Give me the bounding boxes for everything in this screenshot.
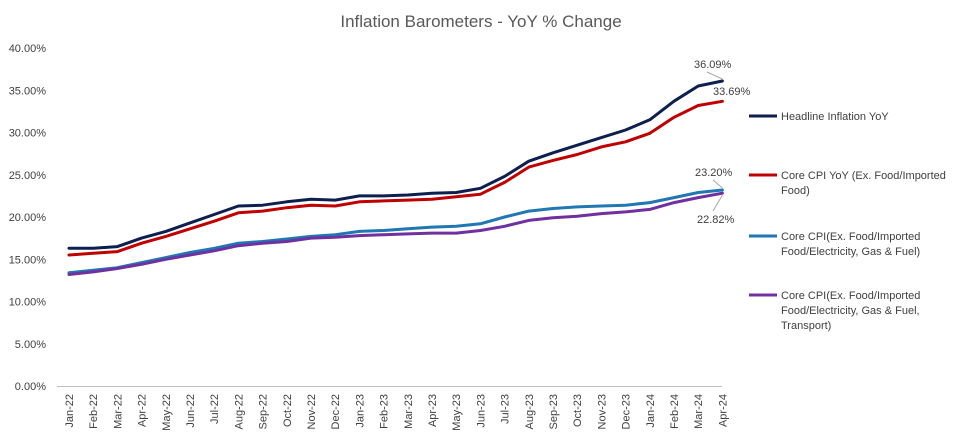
x-tick-label: Jan-22 [64,394,76,428]
y-tick-label: 10.00% [9,297,47,309]
legend-label: Core CPI(Ex. Food/Imported [781,290,920,302]
series-line-2 [67,99,724,257]
legend-label: Food/Electricity, Gas & Fuel) [781,246,920,258]
x-tick-label: Apr-24 [717,394,729,427]
x-tick-label: Mar-24 [693,394,705,429]
y-axis-ticks: 0.00% 5.00% 10.00% 15.00% 20.00% 25.00% 30.00%… [9,43,47,393]
data-labels: 36.09% 33.69% 23.20% 22.82% [694,59,751,226]
x-tick-label: Feb-23 [379,394,391,429]
x-tick-label: Jun-23 [475,394,487,428]
x-tick-label: Oct-22 [282,394,294,427]
series-lines [67,79,724,276]
y-tick-label: 25.00% [9,170,47,182]
legend-label: Core CPI(Ex. Food/Imported [781,231,920,243]
x-tick-label: Jul-23 [500,394,512,424]
series-line-3 [67,188,724,275]
data-label-leader [706,71,723,80]
x-tick-label: Sep-22 [258,394,270,429]
x-tick-label: Jan-24 [645,394,657,428]
data-label-leader [712,179,723,189]
chart-title: Inflation Barometers - YoY % Change [340,12,621,31]
x-tick-label: Nov-22 [306,394,318,429]
data-label-2: 33.69% [713,86,751,98]
x-tick-label: Jun-22 [185,394,197,428]
x-tick-label: Mar-23 [403,394,415,429]
x-tick-label: Dec-22 [330,394,342,429]
x-tick-label: May-22 [161,394,173,431]
y-tick-label: 40.00% [9,43,47,55]
x-tick-label: Oct-23 [572,394,584,427]
series-line-4 [67,191,724,276]
x-tick-label: Mar-22 [112,394,124,429]
data-label-4: 22.82% [697,214,735,226]
x-tick-label: Aug-22 [233,394,245,429]
x-tick-label: Feb-22 [88,394,100,429]
y-tick-label: 35.00% [9,85,47,97]
data-label-leader [712,194,723,212]
y-tick-label: 15.00% [9,254,47,266]
legend-label: Headline Inflation YoY [781,111,889,123]
legend-label: Food) [781,185,810,197]
x-tick-label: Sep-23 [548,394,560,429]
legend-label: Food/Electricity, Gas & Fuel, [781,305,920,317]
series-line-1 [67,79,724,250]
data-label-3: 23.20% [695,167,733,179]
x-tick-label: Nov-23 [596,394,608,429]
x-tick-label: Dec-23 [621,394,633,429]
x-tick-label: Aug-23 [524,394,536,429]
y-tick-label: 5.00% [15,339,46,351]
x-tick-label: May-23 [451,394,463,431]
data-label-1: 36.09% [694,59,732,71]
x-tick-label: Apr-22 [137,394,149,427]
x-tick-label: Jan-23 [354,394,366,428]
legend-label: Core CPI YoY (Ex. Food/Imported [781,170,946,182]
legend: Headline Inflation YoY Core CPI YoY (Ex. … [749,111,946,332]
x-tick-label: Feb-24 [669,394,681,429]
x-tick-label: Apr-23 [427,394,439,427]
x-axis-ticks: Jan-22 Feb-22 Mar-22 Apr-22 May-22 Jun-22 Jul-… [64,394,729,431]
legend-label: Transport) [781,320,831,332]
y-tick-label: 0.00% [15,381,46,393]
y-tick-label: 20.00% [9,212,47,224]
y-tick-label: 30.00% [9,128,47,140]
x-tick-label: Jul-22 [209,394,221,424]
